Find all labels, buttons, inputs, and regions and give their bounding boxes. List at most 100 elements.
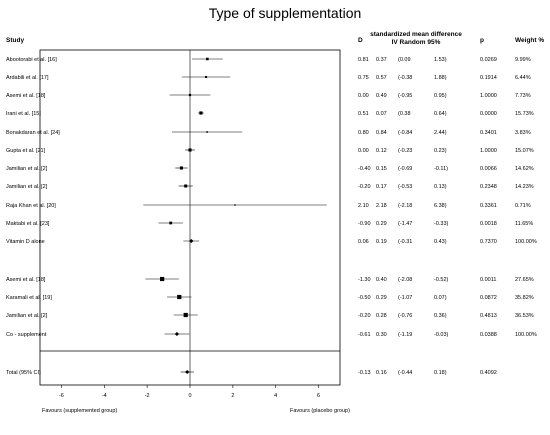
study-label: Gupta et al. [21] (6, 148, 46, 154)
ci-lower-value: (-0.76 (398, 313, 412, 319)
weight-value: 9.99% (515, 57, 531, 63)
ci-upper-value: 0.64) (434, 111, 447, 117)
weight-value: 6.44% (515, 75, 531, 81)
x-tick-label: -2 (145, 393, 150, 399)
ci-upper-value: 0.36) (434, 313, 447, 319)
study-label: Irani et al. [15] (6, 111, 41, 117)
d-value: 0.00 (358, 93, 369, 99)
d-value: -1.30 (358, 277, 371, 283)
column-header-study: Study (6, 37, 24, 44)
x-tick-label: 2 (231, 393, 234, 399)
weight-value: 14.62% (515, 166, 534, 172)
x-label-favours-supplemented: Favours (supplemented group) (42, 408, 117, 414)
ci-upper-value: 2.44) (434, 130, 447, 136)
column-header-p: p (480, 37, 484, 44)
x-label-favours-placebo: Favours (placebo group) (290, 408, 350, 414)
se-value: 0.29 (376, 295, 387, 301)
se-value: 0.12 (376, 148, 387, 154)
d-value: -0.50 (358, 295, 371, 301)
ci-upper-value: 0.07) (434, 295, 447, 301)
p-value: 0.0011 (480, 277, 496, 283)
ci-upper-value: 0.95) (434, 93, 447, 99)
ci-upper-value: 0.13) (434, 184, 447, 190)
ci-lower-value: (-1.19 (398, 332, 412, 338)
forest-row: Bonakdaran et al. [24] 0.80 0.84 (-0.84 2.44… (6, 130, 531, 136)
ci-upper-value: 1.53) (434, 57, 447, 63)
se-value: 2.18 (376, 203, 387, 209)
d-value: -0.13 (358, 370, 371, 376)
column-header-smd-line1: standardized mean difference (370, 31, 462, 38)
ci-lower-value: (-0.95 (398, 93, 412, 99)
ci-upper-value: -0.11) (434, 166, 448, 172)
ci-lower-value: (-0.38 (398, 75, 412, 81)
effect-square (206, 131, 208, 133)
ci-lower-value: (-0.53 (398, 184, 412, 190)
effect-square (188, 93, 192, 97)
p-value: 0.1914 (480, 75, 497, 81)
forest-row: Irani et al. [15] 0.51 0.07 (0.38 0.64) 0.000… (6, 111, 534, 117)
ci-upper-value: -0.52) (434, 277, 449, 283)
summary-diamond (185, 370, 190, 374)
ci-lower-value: (0.09 (398, 57, 411, 63)
summary-diamond (189, 239, 194, 243)
study-label: Karamali et al. [19] (6, 295, 52, 301)
weight-value: 3.83% (515, 130, 531, 136)
forest-row: Karamali et al. [19] -0.50 0.29 (-1.07 0.07)… (6, 294, 534, 301)
ci-lower-value: (0.38 (398, 111, 411, 117)
forest-row: Co - supplement -0.61 0.30 (-1.19 -0.03) 0.03… (6, 332, 537, 338)
se-value: 0.19 (376, 239, 387, 245)
ci-lower-value: (-0.69 (398, 166, 412, 172)
d-value: 0.51 (358, 111, 369, 117)
ci-lower-value: (-2.18 (398, 203, 412, 209)
study-label: Asemi et al. [18] (6, 93, 46, 99)
d-value: -0.40 (358, 166, 371, 172)
effect-square (179, 166, 183, 170)
study-label: Ardabili et al. [17] (6, 75, 49, 81)
d-value: 2.10 (358, 203, 369, 209)
ci-lower-value: (-0.31 (398, 239, 412, 245)
p-value: 0.0388 (480, 332, 497, 338)
ci-upper-value: 0.43) (434, 239, 447, 245)
chart-title: Type of supplementation (209, 5, 362, 21)
forest-row: Asemi et al. [18] -1.30 0.40 (-2.08 -0.52) 0.… (6, 276, 534, 283)
forest-row: Maktabi et al. [23] -0.90 0.29 (-1.47 -0.33)… (6, 221, 533, 227)
d-value: -0.20 (358, 184, 371, 190)
study-label: Maktabi et al. [23] (6, 221, 50, 227)
se-value: 0.17 (376, 184, 387, 190)
effect-square (160, 276, 165, 282)
study-label: Jamilian et al. [2] (6, 313, 48, 319)
d-value: 0.06 (358, 239, 369, 245)
effect-square (169, 221, 173, 225)
study-label: Raja Khan et al. [20] (6, 203, 56, 209)
se-value: 0.30 (376, 332, 387, 338)
d-value: -0.20 (358, 313, 371, 319)
forest-row: Jamilian et al. [2] -0.20 0.17 (-0.53 0.13) 0… (6, 184, 534, 190)
se-value: 0.29 (376, 221, 387, 227)
forest-row: Raja Khan et al. [20] 2.10 2.18 (-2.18 6.38)… (6, 203, 531, 209)
weight-value: 0.71% (515, 203, 531, 209)
effect-square (199, 111, 203, 115)
p-value: 0.0066 (480, 166, 497, 172)
study-label: Jamilian et al. [2] (6, 184, 48, 190)
weight-value: 36.53% (515, 313, 534, 319)
weight-value: 15.73% (515, 111, 534, 117)
x-tick-label: 0 (188, 393, 191, 399)
study-label: Vitamin D alone (6, 239, 45, 245)
forest-row: Jamilian et al. [2] -0.40 0.15 (-0.69 -0.11)… (6, 166, 534, 172)
column-header-d: D (358, 37, 363, 44)
effect-square (234, 204, 236, 206)
se-value: 0.16 (376, 370, 387, 376)
ci-upper-value: -0.33) (434, 221, 449, 227)
study-label: Abootorabi et al. [16] (6, 57, 57, 63)
forest-row: Abootorabi et al. [16] 0.81 0.37 (0.09 1.53)… (6, 57, 531, 63)
d-value: -0.90 (358, 221, 371, 227)
se-value: 0.28 (376, 313, 387, 319)
se-value: 0.15 (376, 166, 387, 172)
d-value: 0.75 (358, 75, 369, 81)
p-value: 0.0269 (480, 57, 497, 63)
p-value: 0.4092 (480, 370, 497, 376)
ci-lower-value: (-0.44 (398, 370, 412, 376)
study-label: Total (95% CI) (6, 370, 41, 376)
